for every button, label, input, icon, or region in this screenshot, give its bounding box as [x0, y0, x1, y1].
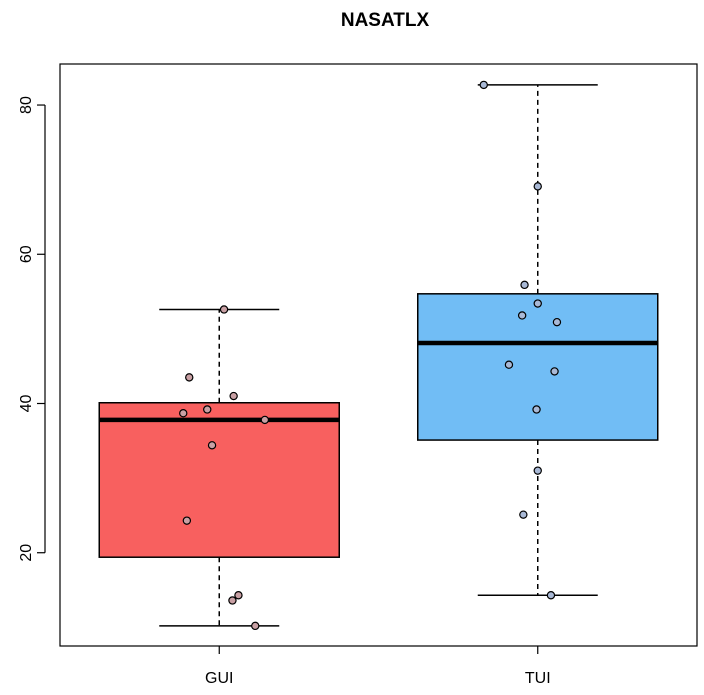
- data-point: [228, 596, 237, 605]
- axes-layer: 20 40 60 80 GUI TUI: [18, 96, 551, 687]
- data-point: [532, 405, 541, 414]
- data-point: [229, 391, 238, 401]
- data-point: [533, 182, 542, 191]
- chart-title: NASATLX: [341, 10, 430, 31]
- data-point: [552, 317, 562, 327]
- boxes-layer: [98, 80, 659, 631]
- box-iqr: [98, 402, 340, 558]
- box-iqr: [417, 293, 659, 441]
- data-point: [517, 311, 527, 320]
- data-points: [179, 305, 270, 631]
- data-point: [520, 280, 529, 290]
- data-point: [182, 516, 192, 525]
- data-point: [546, 591, 556, 600]
- data-point: [533, 299, 542, 308]
- data-point: [207, 441, 217, 450]
- box-group-gui: [98, 305, 340, 631]
- data-point: [260, 415, 270, 425]
- data-points: [479, 80, 562, 600]
- plot-frame: [59, 63, 698, 647]
- y-tick-label: 80: [18, 96, 35, 114]
- x-tick-label: TUI: [525, 670, 551, 687]
- y-tick-label: 40: [18, 395, 35, 413]
- x-tick-label: GUI: [205, 670, 233, 687]
- box-group-tui: [417, 80, 659, 600]
- data-point: [504, 360, 514, 369]
- data-point: [533, 466, 542, 475]
- y-tick-label: 20: [18, 544, 35, 562]
- data-point: [251, 621, 260, 631]
- data-point: [179, 409, 188, 418]
- data-point: [234, 591, 243, 600]
- data-point: [185, 373, 194, 382]
- data-point: [479, 80, 488, 90]
- data-point: [203, 405, 212, 414]
- y-tick-label: 60: [18, 245, 35, 263]
- data-point: [519, 510, 528, 519]
- data-point: [219, 305, 229, 314]
- data-point: [550, 367, 559, 376]
